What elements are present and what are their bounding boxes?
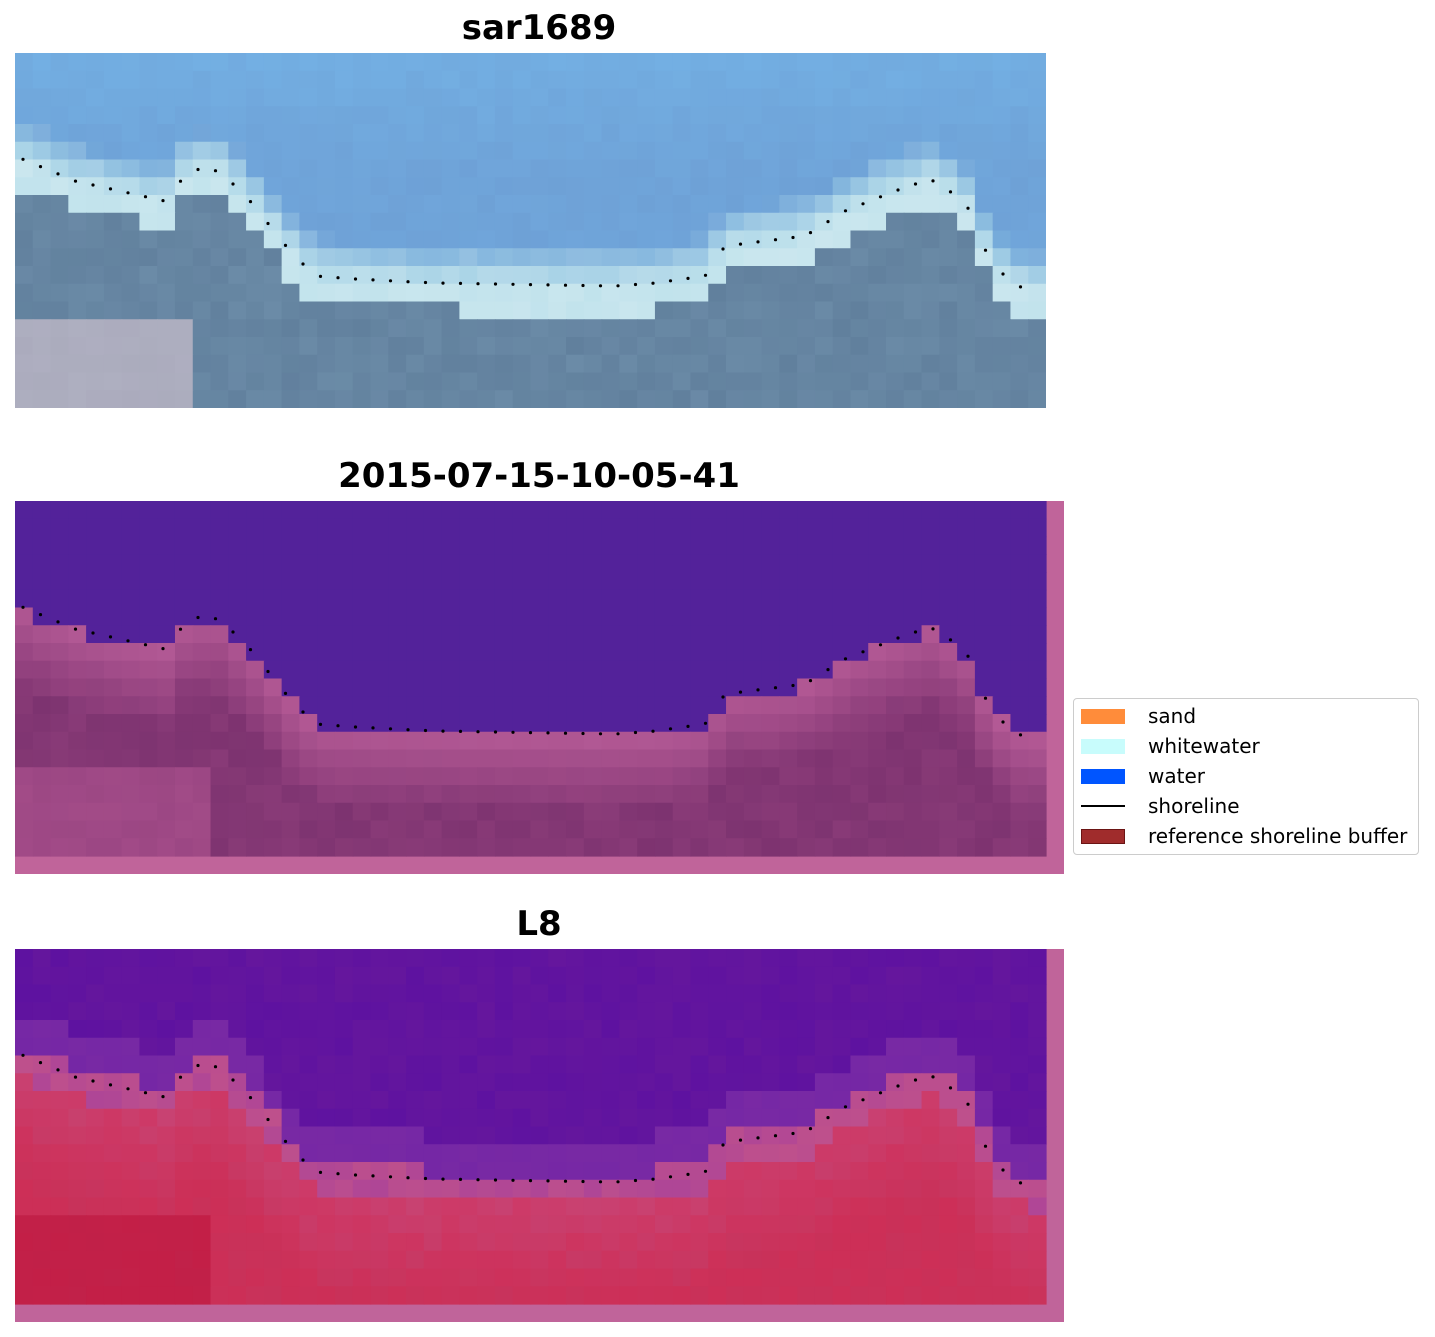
shoreline-dots — [21, 1053, 1023, 1185]
legend-item-whitewater: whitewater — [1081, 731, 1411, 761]
shoreline-line-swatch — [1081, 805, 1125, 807]
legend: sand whitewater water shoreline referenc… — [1073, 698, 1419, 855]
shoreline-dots — [21, 157, 1023, 289]
shoreline-dots — [21, 605, 1023, 737]
rgb-pixels — [15, 53, 1046, 408]
index-pixels — [15, 949, 1047, 1305]
whitewater-swatch — [1081, 739, 1125, 754]
panel-title-index: L8 — [516, 904, 562, 944]
index-image-panel — [15, 949, 1064, 1322]
legend-item-water: water — [1081, 761, 1411, 791]
legend-label-shoreline: shoreline — [1148, 794, 1240, 818]
water-index-image — [15, 949, 1064, 1322]
buffer-swatch — [1081, 829, 1125, 844]
legend-item-sand: sand — [1081, 701, 1411, 731]
panel-title-rgb: sar1689 — [461, 8, 617, 48]
classified-pixels — [15, 501, 1047, 857]
legend-item-shoreline: shoreline — [1081, 791, 1411, 821]
legend-label-water: water — [1148, 764, 1205, 788]
legend-label-buffer: reference shoreline buffer — [1148, 824, 1408, 848]
rgb-satellite-image — [15, 53, 1046, 408]
rgb-image-panel — [15, 53, 1046, 408]
classified-image — [15, 501, 1064, 874]
legend-label-sand: sand — [1148, 704, 1197, 728]
legend-item-buffer: reference shoreline buffer — [1081, 821, 1411, 851]
panel-title-classification: 2015-07-15-10-05-41 — [338, 456, 740, 496]
water-swatch — [1081, 769, 1125, 784]
classification-image-panel — [15, 501, 1064, 874]
sand-swatch — [1081, 709, 1125, 724]
legend-label-whitewater: whitewater — [1148, 734, 1260, 758]
